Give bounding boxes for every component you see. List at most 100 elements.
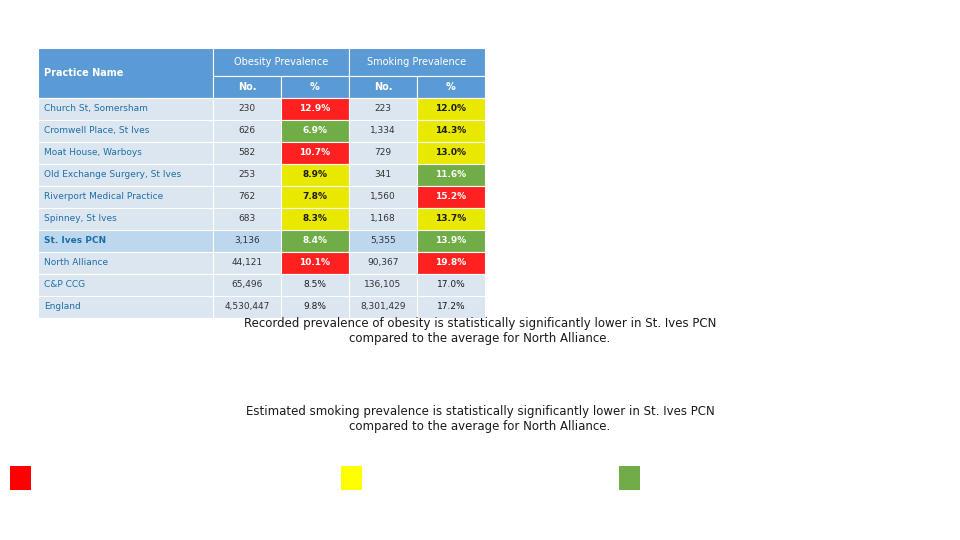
Bar	[349, 120, 417, 142]
Text: Spinney, St Ives: Spinney, St Ives	[44, 214, 117, 224]
Bar	[417, 274, 485, 296]
Text: 10.7%: 10.7%	[300, 148, 330, 158]
Bar	[281, 208, 349, 230]
Text: Church St, Somersham: Church St, Somersham	[44, 104, 148, 113]
Text: 8.5%: 8.5%	[303, 280, 326, 289]
Text: 1,168: 1,168	[371, 214, 396, 224]
Bar	[349, 142, 417, 164]
Bar	[349, 164, 417, 186]
Bar	[38, 98, 213, 120]
Bar	[349, 98, 417, 120]
Text: Recorded prevalence of obesity is statistically significantly lower in St. Ives : Recorded prevalence of obesity is statis…	[244, 318, 716, 346]
Text: 7.8%: 7.8%	[302, 192, 327, 201]
Text: North Alliance: North Alliance	[44, 259, 108, 267]
Text: 8.3%: 8.3%	[302, 214, 327, 224]
Text: 65,496: 65,496	[231, 280, 263, 289]
Text: C&P CCG: C&P CCG	[44, 280, 85, 289]
FancyBboxPatch shape	[10, 467, 31, 490]
Text: Cromwell Place, St Ives: Cromwell Place, St Ives	[44, 126, 150, 136]
Bar	[213, 120, 281, 142]
Bar	[213, 296, 281, 318]
Text: 683: 683	[238, 214, 255, 224]
Text: 1,334: 1,334	[371, 126, 396, 136]
Text: 12.0%: 12.0%	[436, 104, 467, 113]
Text: 6.9%: 6.9%	[302, 126, 327, 136]
Bar	[417, 252, 485, 274]
Bar	[349, 186, 417, 208]
Bar	[213, 252, 281, 274]
Bar	[213, 98, 281, 120]
Bar	[349, 208, 417, 230]
Bar	[417, 296, 485, 318]
Text: 13.9%: 13.9%	[436, 237, 467, 246]
Bar	[213, 274, 281, 296]
Text: 13.7%: 13.7%	[436, 214, 467, 224]
Bar	[38, 164, 213, 186]
Text: 14.3%: 14.3%	[436, 126, 467, 136]
Bar	[38, 252, 213, 274]
Text: 4,530,447: 4,530,447	[225, 302, 270, 312]
Bar	[417, 120, 485, 142]
Bar	[38, 230, 213, 252]
Bar	[417, 186, 485, 208]
Text: 90,367: 90,367	[368, 259, 398, 267]
Bar	[281, 98, 349, 120]
Bar	[213, 208, 281, 230]
Text: 1,560: 1,560	[371, 192, 396, 201]
Bar	[213, 48, 349, 76]
Text: St. Ives PCN: St. Ives PCN	[44, 237, 107, 246]
Bar	[213, 76, 281, 98]
Text: 8,301,429: 8,301,429	[360, 302, 406, 312]
Bar	[213, 164, 281, 186]
Text: %: %	[310, 82, 320, 92]
Bar	[281, 186, 349, 208]
Bar	[38, 274, 213, 296]
Bar	[38, 186, 213, 208]
Text: 341: 341	[374, 171, 392, 179]
Text: 9.8%: 9.8%	[303, 302, 326, 312]
Text: Obesity Prevalence: Obesity Prevalence	[234, 57, 328, 67]
Text: Old Exchange Surgery, St Ives: Old Exchange Surgery, St Ives	[44, 171, 181, 179]
Text: Source: Obesity - C&P PHI derived from NHS Digital QOF data for 2017/18;  Estima: Source: Obesity - C&P PHI derived from N…	[8, 515, 711, 528]
Text: 5,355: 5,355	[371, 237, 396, 246]
Text: 10.1%: 10.1%	[300, 259, 330, 267]
Text: 136,105: 136,105	[365, 280, 401, 289]
Bar	[281, 296, 349, 318]
Bar	[38, 120, 213, 142]
Bar	[417, 208, 485, 230]
Bar	[281, 142, 349, 164]
Text: 626: 626	[238, 126, 255, 136]
Text: 8.9%: 8.9%	[302, 171, 327, 179]
Bar	[281, 274, 349, 296]
Text: Estimated smoking prevalence is statistically significantly lower in St. Ives PC: Estimated smoking prevalence is statisti…	[246, 405, 714, 433]
Text: 3,136: 3,136	[234, 237, 260, 246]
Bar	[349, 76, 417, 98]
Text: No.: No.	[373, 82, 393, 92]
Text: statistically similar to next level in hierarchy: statistically similar to next level in h…	[368, 474, 546, 483]
Text: 19.8%: 19.8%	[436, 259, 467, 267]
Bar	[213, 186, 281, 208]
Bar	[349, 296, 417, 318]
Bar	[281, 120, 349, 142]
Text: 582: 582	[238, 148, 255, 158]
Text: England: England	[44, 302, 81, 312]
Text: 44,121: 44,121	[231, 259, 263, 267]
Bar	[213, 230, 281, 252]
Text: 729: 729	[374, 148, 392, 158]
Text: 15.2%: 15.2%	[436, 192, 467, 201]
Bar	[349, 48, 485, 76]
Text: 12.9%: 12.9%	[300, 104, 330, 113]
Text: statistically significantly higher than next level in hierarchy: statistically significantly higher than …	[36, 474, 275, 483]
Bar	[281, 230, 349, 252]
Text: 11.6%: 11.6%	[436, 171, 467, 179]
Text: Riverport Medical Practice: Riverport Medical Practice	[44, 192, 163, 201]
Bar	[281, 252, 349, 274]
Bar	[38, 142, 213, 164]
Bar	[417, 164, 485, 186]
Bar	[417, 142, 485, 164]
Bar	[417, 76, 485, 98]
Text: 762: 762	[238, 192, 255, 201]
Text: %: %	[446, 82, 456, 92]
Text: 230: 230	[238, 104, 255, 113]
Text: Moat House, Warboys: Moat House, Warboys	[44, 148, 142, 158]
